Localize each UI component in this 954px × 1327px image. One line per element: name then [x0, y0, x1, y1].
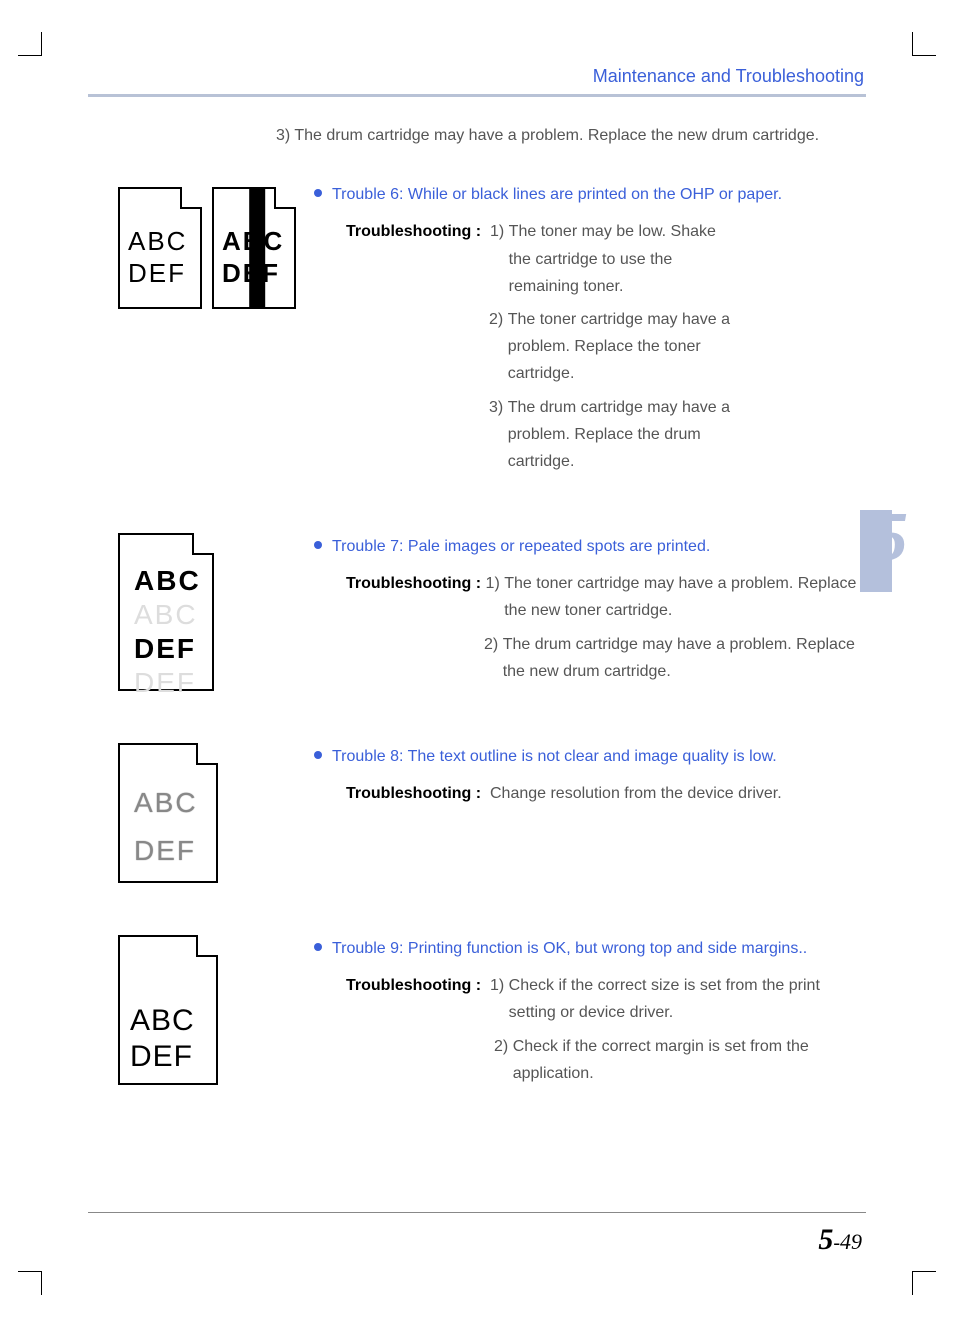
- crop-mark-icon: [912, 32, 936, 56]
- trouble-8-illustration: ABC DEF: [88, 743, 298, 883]
- troubleshooting-label: Troubleshooting :: [346, 785, 481, 802]
- illus-text: DEF: [222, 251, 280, 295]
- trouble-6-title: Trouble 6: While or black lines are prin…: [332, 181, 782, 208]
- chapter-number: 5: [873, 498, 908, 578]
- illus-text: ABC: [134, 779, 198, 827]
- illus-text: DEF: [134, 827, 196, 875]
- step-text: Change resolution from the device driver…: [490, 780, 866, 807]
- step-number: 2): [489, 311, 503, 328]
- crop-mark-icon: [18, 32, 42, 56]
- step-text: The drum cartridge may have a problem. R…: [503, 631, 866, 685]
- step-number: 1): [486, 575, 500, 592]
- step-number: 1): [490, 977, 504, 994]
- step-number: 2): [494, 1038, 508, 1055]
- trouble-8-section: ABC DEF Trouble 8: The text outline is n…: [88, 743, 866, 883]
- step-number: 2): [484, 636, 498, 653]
- document-icon: ABC DEF: [118, 187, 202, 309]
- trouble-7-content: Trouble 7: Pale images or repeated spots…: [314, 533, 866, 691]
- document-icon: ABC DEF: [212, 187, 296, 309]
- page-number: 5-49: [818, 1223, 862, 1257]
- illus-text: DEF: [128, 251, 186, 295]
- trouble-7-section: ABC ABC DEF DEF Trouble 7: Pale images o…: [88, 533, 866, 691]
- footer-rule: [88, 1212, 866, 1213]
- troubleshooting-label: Troubleshooting :: [346, 575, 481, 592]
- step-text: The toner cartridge may have a problem. …: [504, 570, 866, 624]
- intro-step-text: 3) The drum cartridge may have a problem…: [276, 122, 866, 149]
- document-icon: ABC DEF: [118, 935, 218, 1085]
- bullet-icon: [314, 541, 322, 549]
- trouble-8-title: Trouble 8: The text outline is not clear…: [332, 743, 777, 770]
- trouble-7-title: Trouble 7: Pale images or repeated spots…: [332, 533, 710, 560]
- trouble-9-title: Trouble 9: Printing function is OK, but …: [332, 935, 807, 962]
- header-rule: [88, 94, 866, 97]
- trouble-9-content: Trouble 9: Printing function is OK, but …: [314, 935, 866, 1093]
- illus-text: DEF: [130, 1031, 193, 1082]
- document-icon: ABC DEF: [118, 743, 218, 883]
- step-text: Check if the correct size is set from th…: [509, 972, 866, 1026]
- trouble-8-content: Trouble 8: The text outline is not clear…: [314, 743, 866, 813]
- crop-mark-icon: [912, 1271, 936, 1295]
- page: Maintenance and Troubleshooting 5 3) The…: [0, 0, 954, 1327]
- crop-mark-icon: [18, 1271, 42, 1295]
- step-text: The drum cartridge may have a problem. R…: [508, 394, 738, 476]
- body-content: 3) The drum cartridge may have a problem…: [88, 122, 866, 1207]
- step-number: 3): [489, 399, 503, 416]
- trouble-9-section: ABC DEF Trouble 9: Printing function is …: [88, 935, 866, 1093]
- trouble-6-content: Trouble 6: While or black lines are prin…: [314, 181, 866, 481]
- bullet-icon: [314, 751, 322, 759]
- document-icon: ABC ABC DEF DEF: [118, 533, 214, 691]
- troubleshooting-label: Troubleshooting :: [346, 977, 481, 994]
- bullet-icon: [314, 943, 322, 951]
- trouble-9-illustration: ABC DEF: [88, 935, 298, 1085]
- step-text: The toner may be low. Shake the cartridg…: [509, 218, 739, 300]
- trouble-7-illustration: ABC ABC DEF DEF: [88, 533, 298, 691]
- bullet-icon: [314, 189, 322, 197]
- step-number: 1): [490, 223, 504, 240]
- page-chapter: 5: [818, 1223, 833, 1256]
- step-text: Check if the correct margin is set from …: [513, 1033, 866, 1087]
- page-dash: -: [833, 1232, 840, 1254]
- trouble-6-illustration: ABC DEF ABC DEF: [88, 181, 298, 309]
- trouble-6-section: ABC DEF ABC DEF Trouble 6: While or blac…: [88, 181, 866, 481]
- step-text: The toner cartridge may have a problem. …: [508, 306, 738, 388]
- illus-ghost-text: DEF: [134, 659, 196, 707]
- page-num: 49: [840, 1229, 862, 1254]
- page-title: Maintenance and Troubleshooting: [593, 66, 864, 87]
- troubleshooting-label: Troubleshooting :: [346, 223, 481, 240]
